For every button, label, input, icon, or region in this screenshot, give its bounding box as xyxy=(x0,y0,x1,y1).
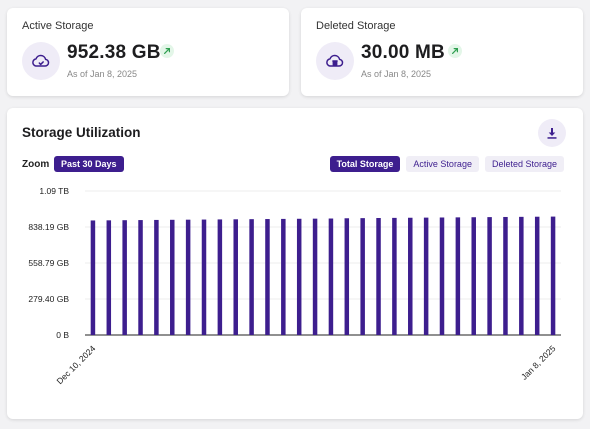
bar[interactable] xyxy=(439,217,445,335)
deleted-storage-as-of: As of Jan 8, 2025 xyxy=(361,69,432,79)
bar[interactable] xyxy=(455,217,461,335)
bar[interactable] xyxy=(296,218,302,335)
bar[interactable] xyxy=(122,220,127,335)
y-axis-ticks: 0 B 279.40 GB 558.79 GB 838.19 GB 1.09 TB xyxy=(28,186,69,340)
bar[interactable] xyxy=(217,219,223,335)
x-tick-label-end: Jan 8, 2025 xyxy=(519,343,558,382)
active-storage-label: Active Storage xyxy=(22,20,94,32)
bar[interactable] xyxy=(249,219,254,335)
bar[interactable] xyxy=(392,217,397,335)
x-tick-label-start: Dec 10, 2024 xyxy=(55,343,98,386)
tab-active-storage[interactable]: Active Storage xyxy=(406,156,479,172)
y-tick-label: 838.19 GB xyxy=(28,222,69,232)
bar[interactable] xyxy=(265,219,270,335)
bar[interactable] xyxy=(312,218,318,335)
bar[interactable] xyxy=(534,216,540,335)
active-storage-value: 952.38 GB xyxy=(67,42,161,63)
deleted-storage-value: 30.00 MB xyxy=(361,42,445,63)
bar[interactable] xyxy=(233,219,238,335)
chart-bars xyxy=(90,216,556,335)
arrow-up-right-icon xyxy=(160,44,174,58)
bar[interactable] xyxy=(170,219,175,335)
active-storage-card: Active Storage 952.38 GB As of Jan 8, 20… xyxy=(7,8,289,96)
arrow-up-right-icon xyxy=(448,44,462,58)
y-tick-label: 0 B xyxy=(56,330,69,340)
x-axis-ticks: Dec 10, 2024 Jan 8, 2025 xyxy=(55,343,558,386)
y-tick-label: 558.79 GB xyxy=(28,258,69,268)
bar[interactable] xyxy=(423,217,429,335)
bar[interactable] xyxy=(360,218,365,335)
download-icon xyxy=(547,128,557,139)
bar[interactable] xyxy=(550,216,556,335)
bar[interactable] xyxy=(376,218,381,335)
tab-deleted-storage[interactable]: Deleted Storage xyxy=(484,156,564,172)
bar[interactable] xyxy=(185,219,191,335)
active-storage-as-of: As of Jan 8, 2025 xyxy=(67,69,138,79)
download-button[interactable] xyxy=(538,119,566,147)
zoom-label: Zoom xyxy=(22,159,50,170)
tab-total-storage[interactable]: Total Storage xyxy=(329,156,401,172)
y-tick-label: 279.40 GB xyxy=(28,294,69,304)
storage-utilization-card: Storage Utilization Zoom Past 30 Days To… xyxy=(7,108,583,419)
series-tabs: Total Storage Active Storage Deleted Sto… xyxy=(329,156,564,172)
bar[interactable] xyxy=(106,220,112,335)
bar[interactable] xyxy=(471,217,476,335)
chart-title: Storage Utilization xyxy=(22,125,141,140)
bar[interactable] xyxy=(328,218,334,335)
cloud-trash-icon xyxy=(316,42,354,80)
bar[interactable] xyxy=(408,217,413,335)
storage-bar-chart: 0 B 279.40 GB 558.79 GB 838.19 GB 1.09 TB De… xyxy=(28,186,561,386)
cloud-check-icon xyxy=(22,42,60,80)
bar[interactable] xyxy=(90,220,96,335)
bar[interactable] xyxy=(344,218,350,335)
chart-grid xyxy=(85,190,561,336)
zoom-range-button[interactable]: Past 30 Days xyxy=(54,156,124,172)
bar[interactable] xyxy=(281,218,286,335)
deleted-storage-label: Deleted Storage xyxy=(316,20,396,32)
bar[interactable] xyxy=(201,219,207,335)
y-tick-label: 1.09 TB xyxy=(39,186,69,196)
bar[interactable] xyxy=(519,216,524,335)
deleted-storage-card: Deleted Storage 30.00 MB As of Jan 8, 20… xyxy=(301,8,583,96)
bar[interactable] xyxy=(138,220,143,335)
bar[interactable] xyxy=(487,217,492,335)
bar[interactable] xyxy=(503,216,508,335)
bar[interactable] xyxy=(154,219,159,335)
